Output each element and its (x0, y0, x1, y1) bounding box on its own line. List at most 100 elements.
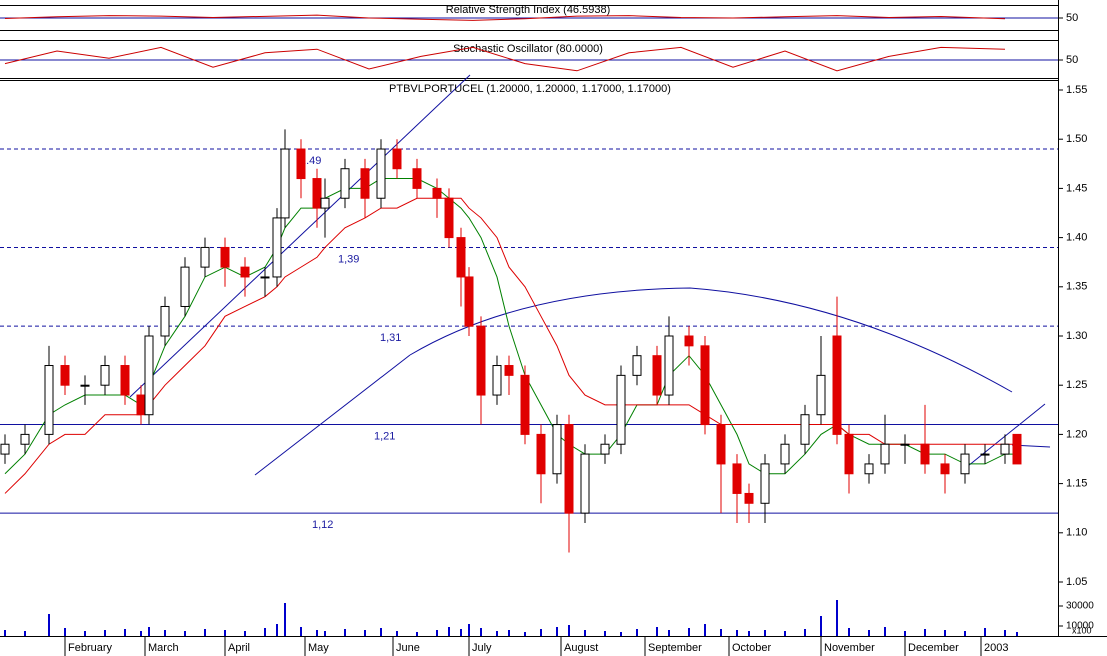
x-tick-label: July (472, 642, 492, 654)
candle-body (180, 266, 190, 307)
candle-body (580, 453, 590, 514)
volume-bar (848, 628, 850, 636)
y-tick-label: 1.55 (1066, 84, 1087, 96)
volume-bar (656, 627, 658, 636)
volume-bar (64, 628, 66, 636)
candle-body (60, 365, 70, 386)
candle-body (816, 374, 826, 416)
candle-body (240, 266, 250, 278)
x-tick-label: May (308, 642, 329, 654)
candle-body (296, 148, 306, 180)
y-tick-label: 1.40 (1066, 232, 1087, 244)
stoch-title: Stochastic Oscillator (80.0000) (453, 43, 603, 55)
volume-bar (436, 630, 438, 636)
volume-bar (524, 632, 526, 636)
x-tick-label: March (148, 642, 179, 654)
candle-body (900, 443, 910, 446)
candle-body (732, 463, 742, 494)
volume-bar (364, 630, 366, 636)
candle-body (536, 433, 546, 475)
volume-bar (904, 631, 906, 636)
y-tick-label: 1.15 (1066, 478, 1087, 490)
x-tick-label: October (732, 642, 771, 654)
volume-bar (300, 627, 302, 636)
volume-bar (264, 628, 266, 636)
candle-body (360, 168, 370, 199)
volume-bar (244, 631, 246, 636)
candle-body (960, 453, 970, 475)
candle-body (376, 148, 386, 199)
candle-body (456, 237, 466, 278)
rsi-title: Relative Strength Index (46.5938) (446, 4, 611, 16)
volume-bar (1004, 630, 1006, 636)
x-tick-label: 2003 (984, 642, 1008, 654)
y-tick-label: 1.05 (1066, 576, 1087, 588)
candle-body (200, 246, 210, 268)
volume-bar (164, 630, 166, 636)
candle-body (160, 305, 170, 337)
y-tick-label: 1.45 (1066, 182, 1087, 194)
candle-body (864, 463, 874, 475)
volume-bar (964, 631, 966, 636)
volume-bar (380, 628, 382, 636)
candle-body (280, 148, 290, 219)
candle-body (412, 168, 422, 189)
volume-bar (748, 631, 750, 636)
candle-body (1012, 433, 1022, 465)
candle-body (320, 197, 330, 209)
volume-bar (24, 631, 26, 636)
candle-body (432, 187, 442, 199)
candle-body (392, 148, 402, 170)
level-label: 1,39 (338, 253, 359, 265)
volume-bar (460, 629, 462, 636)
candle-body (716, 424, 726, 465)
volume-bar (704, 624, 706, 636)
candle-body (444, 197, 454, 239)
indicator-line (4, 14, 1006, 21)
volume-bar (568, 625, 570, 636)
volume-bar (1016, 632, 1018, 636)
volume-bar (396, 631, 398, 636)
y-tick-label: 30000 (1066, 601, 1094, 612)
volume-bar (944, 630, 946, 636)
candle-body (520, 374, 530, 435)
price-title: PTBVLPORTUCEL (1.20000, 1.20000, 1.17000… (389, 83, 671, 95)
volume-bar (104, 630, 106, 636)
volume-bar (496, 631, 498, 636)
candle-body (564, 424, 574, 514)
volume-bar (184, 631, 186, 636)
x-tick-label: February (68, 642, 113, 654)
volume-bar (784, 631, 786, 636)
y-tick-label: 1.10 (1066, 527, 1087, 539)
candle-body (760, 463, 770, 504)
candle-body (100, 365, 110, 386)
volume-bar (508, 630, 510, 636)
candle-body (1000, 443, 1010, 455)
volume-bar (480, 628, 482, 636)
candle-body (880, 443, 890, 465)
volume-bar (84, 631, 86, 636)
volume-bar (688, 628, 690, 636)
x-tick-label: June (396, 642, 420, 654)
x-tick-label: September (648, 642, 702, 654)
volume-bar (540, 629, 542, 636)
candle-body (0, 443, 10, 455)
volume-bar (204, 629, 206, 636)
x-tick-label: April (228, 642, 250, 654)
volume-bar (468, 624, 470, 636)
candle-body (80, 384, 90, 387)
candle-body (476, 325, 486, 396)
candle-body (800, 414, 810, 445)
candle-body (920, 443, 930, 465)
candle-body (652, 355, 662, 396)
trend-lines (129, 74, 1051, 476)
candle-body (744, 492, 754, 504)
candle-body (940, 463, 950, 475)
y-tick-label: 1.20 (1066, 428, 1087, 440)
volume-bar (636, 629, 638, 636)
volume-bar (804, 629, 806, 636)
indicator-line (4, 46, 1006, 72)
y-tick-label: 50 (1066, 54, 1078, 66)
candle-body (220, 246, 230, 268)
